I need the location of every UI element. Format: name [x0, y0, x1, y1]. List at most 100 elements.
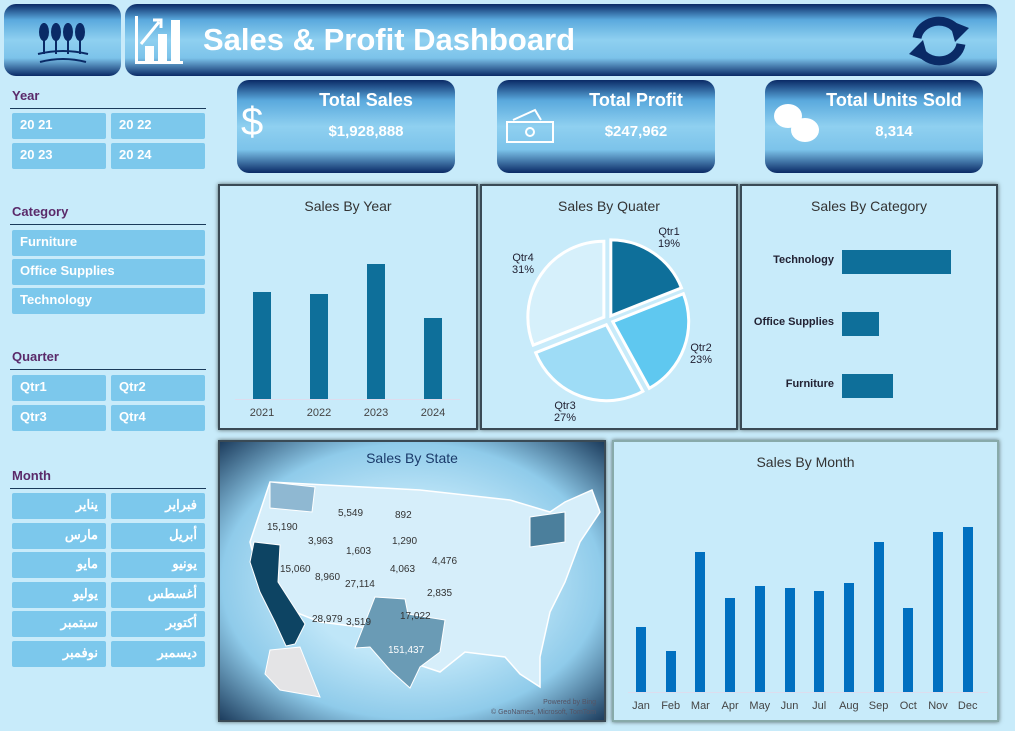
- sales-by-year-chart: Sales By Year 2021 2022 2023 2024: [218, 184, 478, 430]
- logo-box: [4, 4, 121, 76]
- slicer-category-furniture[interactable]: Furniture: [12, 230, 205, 256]
- bar-2023: [367, 263, 385, 399]
- pie-label-name: Qtr3: [554, 400, 576, 412]
- refresh-icon[interactable]: [905, 14, 973, 68]
- bar-2021: [253, 291, 271, 399]
- state-value-label: 1,290: [392, 536, 418, 547]
- coins-icon: [774, 104, 819, 142]
- pie-slice-Qtr2: [610, 291, 691, 391]
- x-tick-label: Dec: [957, 700, 978, 712]
- bar-2022: [310, 294, 328, 399]
- pie-label: Qtr2 23%: [690, 342, 712, 366]
- x-tick-label: Nov: [928, 700, 948, 712]
- bar-Sep: [873, 542, 884, 692]
- state-value-label: 27,114: [345, 579, 375, 590]
- slicer-month[interactable]: ديسمبر: [111, 640, 205, 667]
- bar-Nov: [933, 532, 943, 692]
- kpi-title: Total Sales: [319, 90, 413, 110]
- slicer-month[interactable]: مايو: [12, 552, 106, 578]
- state-value-label: 2,835: [427, 588, 453, 599]
- slicer-year-2022[interactable]: 20 22: [111, 113, 205, 139]
- map-attribution: © GeoNames, Microsoft, TomTom: [491, 709, 596, 716]
- state-value-label: 4,063: [390, 564, 416, 575]
- sales-by-state-map: Sales By State 15,190 5,549 892 3,963 1,290 1…: [218, 440, 606, 722]
- slicer-month[interactable]: يناير: [12, 493, 106, 519]
- slicer-category-technology[interactable]: Technology: [12, 288, 205, 314]
- x-tick-label: Sep: [868, 700, 889, 712]
- slicer-month[interactable]: أغسطس: [111, 581, 205, 608]
- pie-slice-Qtr1: [609, 238, 684, 319]
- chart-title: Sales By Quater: [558, 198, 660, 214]
- slicer-month[interactable]: سبتمبر: [12, 611, 106, 637]
- x-tick-label: 2022: [306, 407, 332, 419]
- category-label: Office Supplies: [753, 316, 834, 328]
- x-tick-label: Feb: [661, 700, 681, 712]
- state-value-label: 8,960: [315, 572, 341, 583]
- state-new-york: [529, 511, 566, 548]
- pie-label-name: Qtr2: [690, 342, 712, 354]
- slicer-qtr1[interactable]: Qtr1: [12, 375, 106, 401]
- pie-label-value: 27%: [554, 412, 577, 424]
- slicer-month[interactable]: أكتوبر: [111, 611, 205, 637]
- kpi-total-units: Total Units Sold 8,314: [765, 80, 983, 173]
- bar-Technology: [842, 250, 951, 274]
- bar-Apr: [725, 598, 736, 692]
- slicer-qtr2[interactable]: Qtr2: [111, 375, 205, 401]
- pie-label-value: 23%: [690, 354, 713, 366]
- kpi-total-sales: $ Total Sales $1,928,888: [237, 80, 455, 173]
- state-value-label: 892: [395, 510, 412, 521]
- slicer-month[interactable]: يونيو: [111, 552, 205, 578]
- bar-May: [754, 586, 765, 692]
- bar-Oct: [903, 608, 914, 692]
- state-value-label: 15,190: [267, 522, 298, 533]
- banknote-icon: [506, 108, 554, 143]
- slicer-month[interactable]: مارس: [12, 522, 106, 549]
- state-washington: [269, 481, 316, 513]
- bar-Dec: [962, 527, 973, 692]
- sales-by-month-chart: Sales By Month Jan Feb Mar Apr May Jun Jul Aug S…: [612, 440, 999, 722]
- slicer-category-office-supplies[interactable]: Office Supplies: [12, 259, 205, 285]
- slicer-year-2021[interactable]: 20 21: [12, 113, 106, 139]
- sales-by-category-chart: Sales By Category Technology Office Suppl…: [740, 184, 998, 430]
- chart-title: Sales By Category: [811, 198, 927, 214]
- x-tick-label: Aug: [839, 700, 859, 712]
- pie-label: Qtr3 27%: [554, 400, 576, 424]
- slicer-month[interactable]: يوليو: [12, 581, 106, 608]
- state-alaska: [264, 646, 321, 698]
- x-axis-line: [235, 399, 460, 400]
- state-california: [249, 541, 306, 647]
- us-map: [249, 481, 601, 698]
- bar-Office Supplies: [842, 312, 879, 336]
- slicer-month[interactable]: أبريل: [111, 522, 205, 549]
- slicer-year-2024[interactable]: 20 24: [111, 143, 205, 169]
- slicer-qtr3[interactable]: Qtr3: [12, 405, 106, 431]
- pie-label-name: Qtr1: [658, 226, 680, 238]
- pie-label: Qtr4 31%: [512, 252, 534, 276]
- slicer-year-2023[interactable]: 20 23: [12, 143, 106, 169]
- state-value-label: 3,519: [346, 617, 372, 628]
- slicer-month[interactable]: فبراير: [111, 493, 205, 519]
- bar-Mar: [695, 552, 706, 692]
- bar-chart-icon: [135, 16, 183, 64]
- header-bar: Sales & Profit Dashboard: [125, 4, 997, 76]
- category-label: Technology: [773, 254, 834, 266]
- chart-title: Sales By Year: [304, 198, 392, 214]
- dollar-icon: $: [241, 100, 264, 144]
- slicer-qtr4[interactable]: Qtr4: [111, 405, 205, 431]
- x-tick-label: Mar: [690, 700, 710, 712]
- kpi-value: $247,962: [604, 123, 668, 140]
- divider: [10, 488, 206, 489]
- category-label: Category: [12, 204, 69, 219]
- state-value-label: 3,963: [308, 536, 334, 547]
- state-value-label: 5,549: [338, 508, 364, 519]
- quarter-label: Quarter: [12, 349, 59, 364]
- bar-Feb: [665, 651, 676, 692]
- bar-Jul: [814, 591, 825, 692]
- slicer-month[interactable]: نوفمبر: [12, 640, 106, 667]
- chart-title: Sales By Month: [756, 454, 855, 470]
- kpi-title: Total Profit: [589, 90, 683, 110]
- month-label: Month: [12, 468, 51, 483]
- x-tick-label: 2023: [363, 407, 389, 419]
- x-axis-line: [628, 692, 988, 693]
- divider: [10, 108, 206, 109]
